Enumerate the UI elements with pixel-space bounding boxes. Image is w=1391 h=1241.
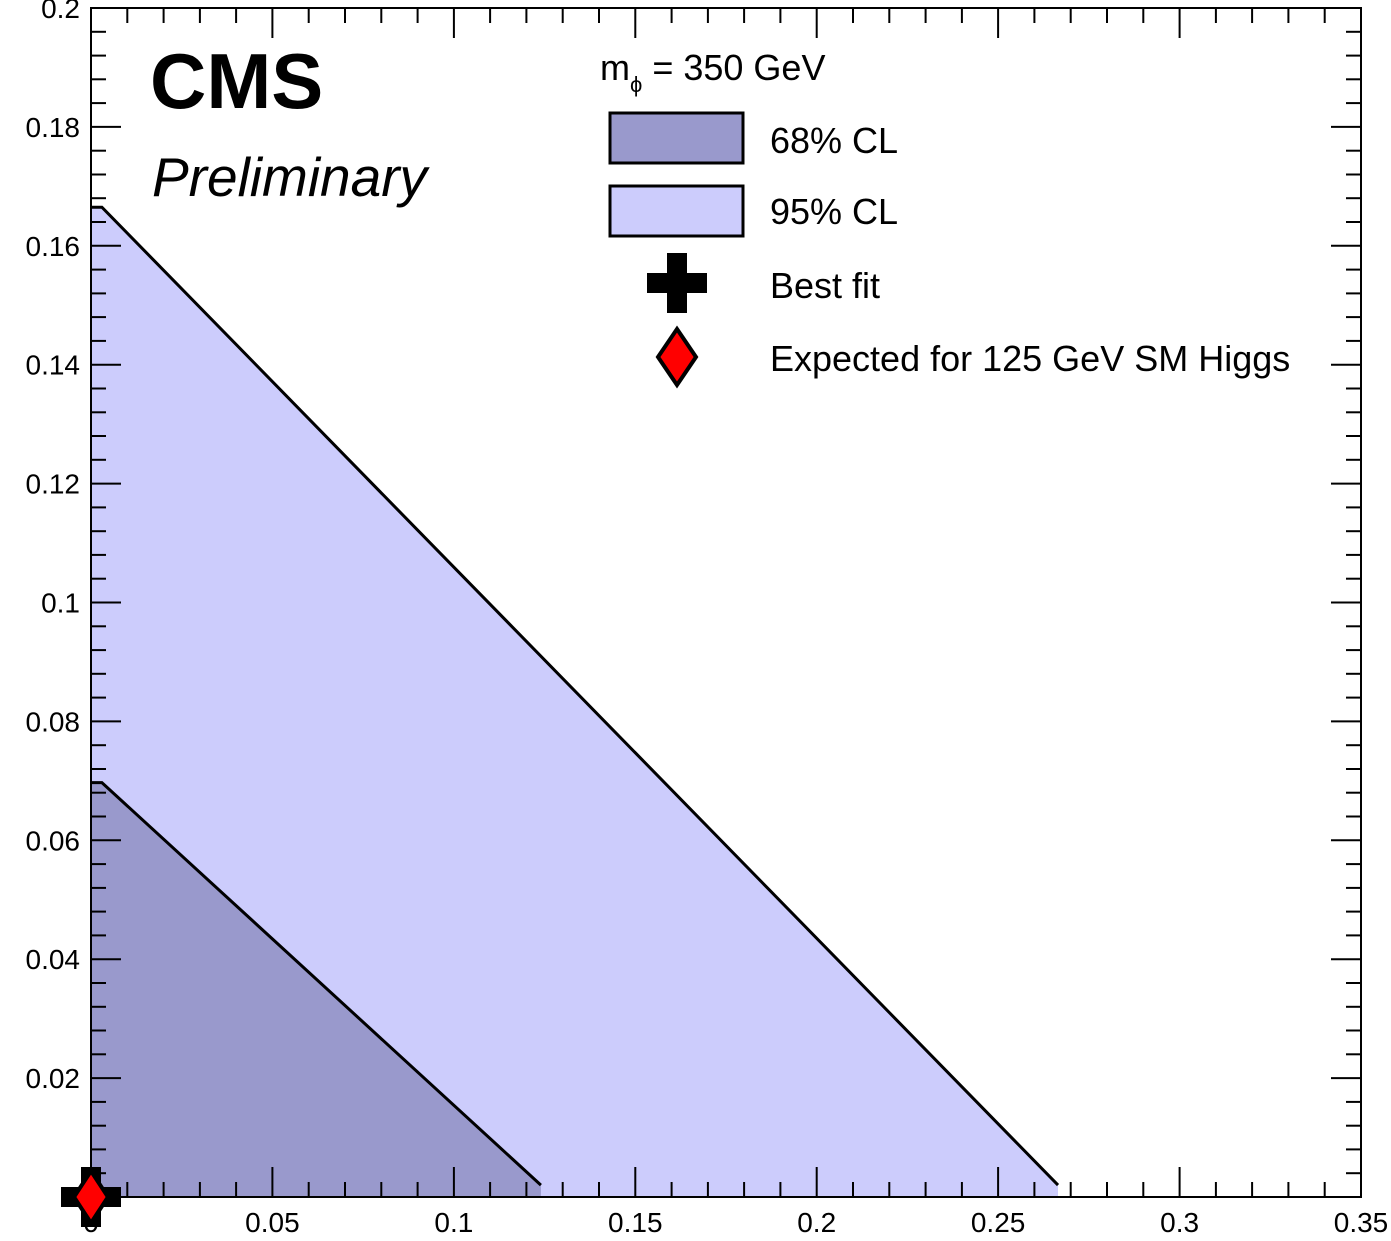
y-tick-label: 0.18: [26, 112, 81, 143]
y-tick-label: 0.1: [41, 588, 80, 619]
region-68-cl: [91, 782, 541, 1197]
x-tick-label: 0.1: [434, 1207, 473, 1238]
y-tick-label: 0.02: [26, 1063, 81, 1094]
y-tick-label: 0.2: [41, 0, 80, 24]
region-outline-95-cl: [91, 205, 1060, 1187]
y-tick-label: 0.06: [26, 825, 81, 856]
axes: 00.050.10.150.20.250.30.350.020.040.060.…: [26, 0, 1389, 1238]
x-tick-label: 0.15: [608, 1207, 663, 1238]
x-tick-label: 0.2: [797, 1207, 836, 1238]
mass-subscript: ϕ: [630, 72, 642, 97]
y-tick-label: 0.12: [26, 469, 81, 500]
y-tick-label: 0.16: [26, 231, 81, 262]
legend-label-68: 68% CL: [770, 120, 898, 161]
y-tick-label: 0.04: [26, 944, 81, 975]
region-outline-68-cl: [91, 781, 542, 1187]
confidence-regions: [91, 205, 1060, 1197]
preliminary-label: Preliminary: [152, 146, 431, 208]
legend-best-fit-marker: [647, 253, 707, 313]
legend-expected-marker: [655, 325, 699, 389]
legend-label-95: 95% CL: [770, 191, 898, 232]
region-95-cl: [91, 207, 1058, 1197]
mass-symbol: m: [600, 47, 630, 88]
y-tick-label: 0.14: [26, 350, 81, 381]
x-tick-label: 0.25: [971, 1207, 1026, 1238]
x-tick-label: 0.3: [1160, 1207, 1199, 1238]
x-tick-label: 0.35: [1334, 1207, 1389, 1238]
mass-value: = 350 GeV: [642, 47, 825, 88]
legend: mϕ = 350 GeV 68% CL 95% CL Best fit Expe…: [600, 47, 1290, 389]
legend-swatch-95: [608, 184, 745, 238]
legend-label-expected: Expected for 125 GeV SM Higgs: [770, 338, 1290, 379]
y-tick-label: 0.08: [26, 706, 81, 737]
x-tick-label: 0.05: [245, 1207, 300, 1238]
legend-swatch-68: [608, 111, 745, 165]
fit-markers: [61, 1167, 121, 1227]
cms-label: CMS: [150, 37, 323, 125]
mass-label: mϕ = 350 GeV: [600, 47, 825, 97]
expected-sm-higgs-point: [71, 1167, 111, 1227]
legend-label-best-fit: Best fit: [770, 265, 880, 306]
